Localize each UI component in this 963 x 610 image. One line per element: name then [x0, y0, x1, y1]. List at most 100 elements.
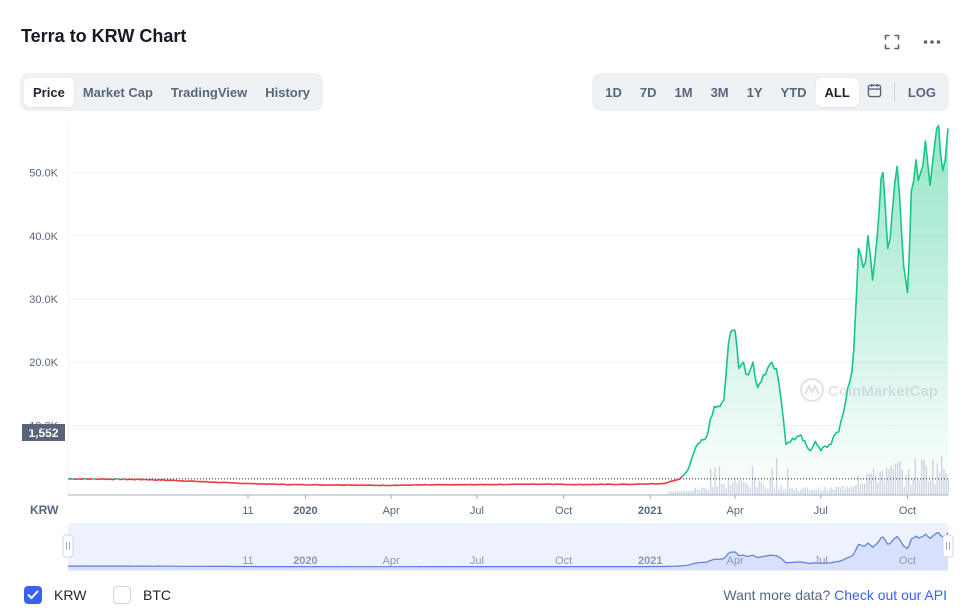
volume-bar: [787, 468, 789, 495]
tab-price[interactable]: Price: [24, 77, 74, 107]
more-dots-icon[interactable]: [923, 33, 941, 51]
range-all[interactable]: ALL: [815, 77, 859, 107]
volume-bar: [905, 474, 908, 495]
price-line-up: [123, 478, 126, 481]
volume-bar: [791, 487, 793, 495]
volume-bar: [710, 468, 712, 495]
current-price-label: 1,552: [28, 426, 58, 440]
volume-bar: [683, 490, 685, 495]
volume-bar: [859, 484, 861, 495]
volume-bar: [864, 483, 866, 495]
api-link[interactable]: Check out our API: [834, 587, 947, 603]
volume-bar: [740, 479, 743, 495]
volume-bar: [701, 487, 703, 495]
range-navigator[interactable]: 11 2020 Apr Jul Oct 2021 Apr Jul Oct: [62, 523, 954, 571]
tab-tradingview[interactable]: TradingView: [170, 84, 248, 100]
volume-bar: [879, 471, 881, 495]
volume-bar: [800, 489, 802, 495]
volume-bar: [870, 473, 872, 495]
price-line-down: [119, 478, 124, 481]
volume-bar: [798, 490, 800, 495]
navigator-x-tick-label: Jul: [814, 555, 828, 567]
volume-bar: [767, 489, 769, 495]
range-1y[interactable]: 1Y: [746, 84, 763, 100]
x-tick-label: 2021: [638, 505, 662, 517]
navigator-x-tick-label: Oct: [555, 555, 572, 567]
y-axis: 10.0K 20.0K 30.0K 40.0K 50.0K: [29, 168, 58, 433]
volume-bar: [868, 474, 870, 495]
volume-bar: [714, 467, 716, 495]
x-tick-label: Apr: [383, 505, 400, 517]
x-tick-label: Oct: [899, 505, 916, 517]
range-3m[interactable]: 3M: [710, 84, 729, 100]
navigator-left-handle[interactable]: [62, 534, 74, 558]
volume-bar: [795, 487, 798, 495]
volume-bar: [802, 487, 804, 495]
volume-bar: [712, 487, 714, 495]
volume-bar: [934, 483, 936, 495]
range-1d[interactable]: 1D: [605, 84, 622, 100]
volume-bar: [707, 490, 710, 495]
volume-bar: [718, 465, 721, 495]
volume-bar: [679, 491, 681, 495]
range-7d[interactable]: 7D: [639, 84, 657, 100]
volume-bar: [833, 489, 835, 495]
volume-bar: [758, 480, 760, 495]
y-tick-label: 10.0K: [29, 420, 58, 432]
krw-toggle[interactable]: KRW: [24, 586, 86, 604]
calendar-icon[interactable]: [859, 76, 890, 108]
range-ytd[interactable]: YTD: [780, 84, 807, 100]
volume-bar: [721, 483, 723, 495]
volume-bar: [875, 476, 877, 495]
volume-bar: [692, 490, 694, 495]
volume-bar: [725, 488, 727, 495]
volume-bar: [826, 490, 828, 495]
volume-bar: [897, 462, 899, 495]
volume-bar: [886, 468, 888, 495]
volume-bar: [831, 487, 833, 495]
price-line-up: [91, 477, 97, 481]
volume-bar: [813, 489, 815, 495]
volume-bar: [668, 491, 670, 495]
time-range-selector: 1D 7D 1M 3M 1Y YTD ALL LOG: [592, 73, 949, 111]
log-scale-toggle[interactable]: LOG: [907, 84, 936, 100]
volume-bar: [848, 488, 850, 495]
volume-bar: [881, 470, 883, 495]
volume-bar: [685, 490, 688, 495]
price-line-up: [115, 478, 120, 481]
volume-bar: [773, 487, 776, 495]
range-1m[interactable]: 1M: [674, 84, 693, 100]
volume-bar: [853, 486, 855, 495]
btc-checkbox[interactable]: [113, 586, 131, 604]
volume-bar: [901, 469, 903, 495]
volume-bar: [672, 491, 674, 495]
volume-bar: [908, 469, 910, 495]
watermark-text: CoinMarketCap: [828, 383, 938, 400]
fullscreen-icon[interactable]: [883, 33, 901, 51]
x-tick-label: 2020: [293, 505, 317, 517]
price-line-up: [681, 124, 949, 478]
volume-bar: [888, 468, 890, 495]
volume-bar: [756, 486, 758, 495]
btc-toggle[interactable]: BTC: [113, 586, 171, 604]
volume-bar: [789, 488, 791, 495]
volume-bar: [835, 486, 837, 495]
volume-bar: [866, 474, 868, 495]
volume-bar: [936, 462, 938, 495]
volume-bar: [892, 468, 894, 495]
price-line-down: [85, 477, 93, 480]
navigator-x-tick-label: Apr: [727, 555, 744, 567]
btc-label: BTC: [143, 587, 171, 603]
tab-market-cap[interactable]: Market Cap: [82, 84, 153, 100]
volume-bar: [910, 485, 912, 495]
navigator-right-handle[interactable]: [942, 534, 954, 558]
volume-bar: [903, 486, 905, 495]
tab-history[interactable]: History: [265, 84, 311, 100]
current-price-badge: 1,552: [22, 424, 65, 441]
krw-checkbox[interactable]: [24, 586, 42, 604]
navigator-x-tick-label: Apr: [383, 555, 400, 567]
volume-bar: [681, 491, 683, 495]
volume-bar: [732, 482, 734, 495]
volume-bar: [820, 491, 822, 495]
